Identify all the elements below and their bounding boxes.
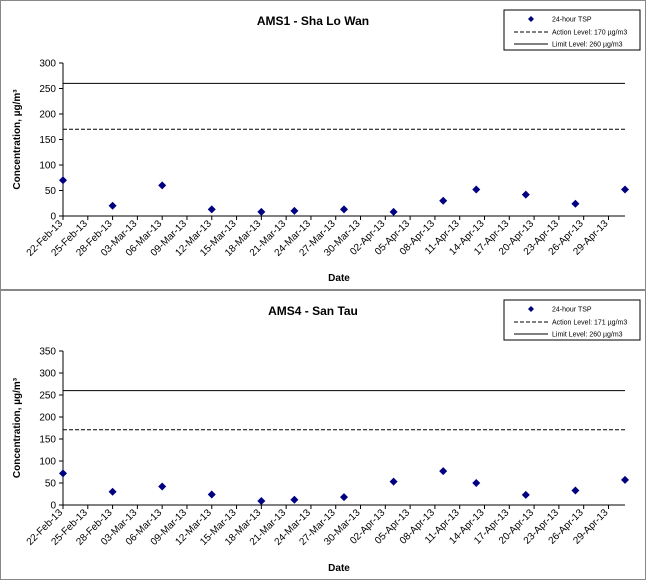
chart-panel-ams4: AMS4 - San Tau 0 50 100 150 200 250 300 350 22-Fe… bbox=[0, 290, 646, 580]
data-point bbox=[108, 487, 117, 496]
y-tick-label: 50 bbox=[45, 479, 57, 490]
y-tick-label: 150 bbox=[39, 135, 56, 146]
x-axis-label: Date bbox=[328, 563, 350, 574]
data-point bbox=[340, 205, 348, 214]
legend-entry-tsp: 24-hour TSP bbox=[552, 17, 592, 24]
legend-marker bbox=[528, 306, 534, 312]
legend-marker bbox=[528, 16, 534, 22]
y-axis-label: Concentration, µg/m³ bbox=[12, 377, 23, 478]
data-point bbox=[389, 207, 398, 216]
chart-title: AMS1 - Sha Lo Wan bbox=[257, 14, 369, 28]
y-tick-label: 350 bbox=[39, 347, 56, 358]
legend: 24-hour TSP Action Level: 170 µg/m3 Limit … bbox=[503, 9, 641, 51]
x-axis-label: Date bbox=[328, 273, 350, 284]
y-tick-label: 100 bbox=[39, 161, 56, 172]
data-point bbox=[472, 479, 481, 487]
legend-box bbox=[503, 299, 641, 341]
data-point bbox=[108, 201, 117, 210]
y-tick-label: 250 bbox=[39, 84, 56, 95]
data-point bbox=[257, 497, 266, 506]
data-point bbox=[158, 482, 167, 491]
y-tick-label: 300 bbox=[39, 59, 56, 70]
y-tick-label: 200 bbox=[39, 110, 56, 121]
chart-panel-ams1: AMS1 - Sha Lo Wan 0 50 100 150 200 250 300 22-Fe… bbox=[0, 0, 646, 290]
data-point bbox=[290, 206, 299, 215]
data-point bbox=[521, 190, 530, 199]
data-point bbox=[207, 490, 216, 499]
data-point bbox=[290, 495, 299, 504]
legend-entry-action: Action Level: 171 µg/m3 bbox=[552, 320, 627, 327]
y-tick-label: 150 bbox=[39, 435, 56, 446]
legend-entry-limit: Limit Level: 260 µg/m3 bbox=[552, 332, 623, 339]
y-tick-label: 50 bbox=[45, 186, 57, 197]
legend-entry-action: Action Level: 170 µg/m3 bbox=[552, 30, 627, 37]
y-tick-label: 300 bbox=[39, 369, 56, 380]
data-point bbox=[340, 493, 348, 502]
legend: 24-hour TSP Action Level: 171 µg/m3 Limit … bbox=[503, 299, 641, 341]
y-axis-label: Concentration, µg/m³ bbox=[12, 89, 23, 190]
data-point bbox=[439, 467, 448, 476]
y-tick-label: 0 bbox=[50, 212, 56, 223]
data-point bbox=[571, 486, 580, 495]
data-point bbox=[571, 199, 580, 208]
data-point bbox=[472, 185, 481, 194]
legend-entry-tsp: 24-hour TSP bbox=[552, 307, 592, 314]
data-point bbox=[621, 185, 629, 194]
chart-ams4: AMS4 - San Tau05010015020025030035022-Fe… bbox=[12, 299, 641, 574]
data-point bbox=[389, 477, 398, 486]
data-point bbox=[621, 475, 629, 484]
data-point bbox=[158, 181, 167, 190]
data-point bbox=[439, 196, 448, 205]
y-tick-label: 200 bbox=[39, 413, 56, 424]
data-point bbox=[257, 207, 266, 216]
legend-box bbox=[503, 9, 641, 51]
y-tick-label: 250 bbox=[39, 391, 56, 402]
y-tick-label: 0 bbox=[50, 501, 56, 512]
chart-ams1: AMS1 - Sha Lo Wan05010015020025030022-Fe… bbox=[12, 9, 641, 284]
data-point bbox=[207, 205, 216, 214]
y-tick-label: 100 bbox=[39, 457, 56, 468]
chart-title: AMS4 - San Tau bbox=[268, 304, 358, 318]
data-point bbox=[59, 469, 67, 478]
data-point bbox=[59, 176, 67, 185]
data-point bbox=[521, 490, 530, 499]
legend-entry-limit: Limit Level: 260 µg/m3 bbox=[552, 42, 623, 49]
